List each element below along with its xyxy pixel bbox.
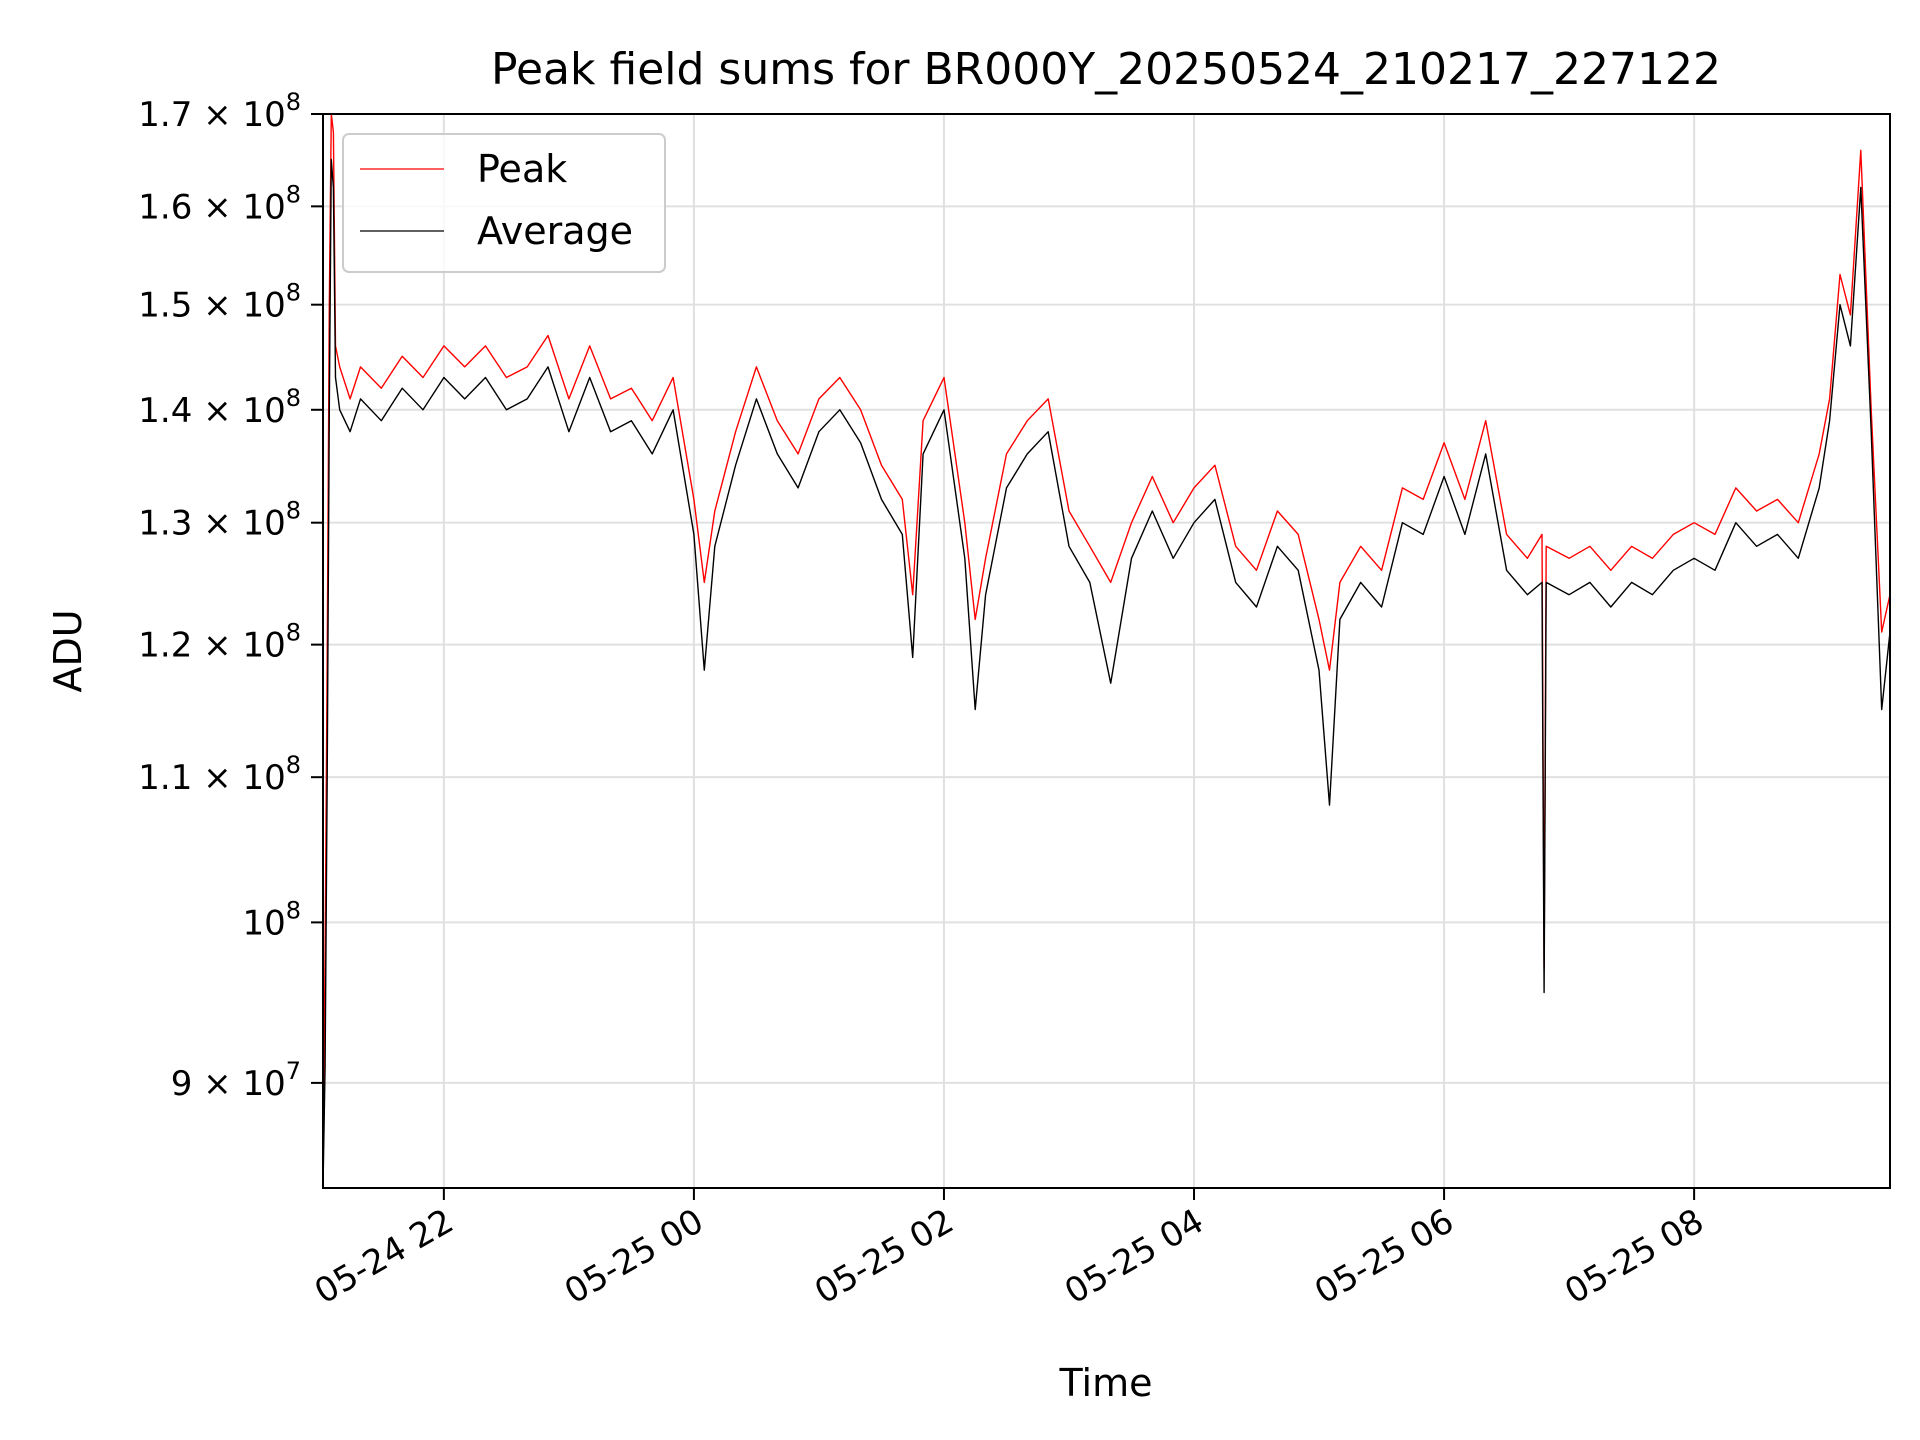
y-tick-label: 1.7 × 108 (138, 88, 301, 135)
y-tick-label: 1.3 × 108 (138, 497, 301, 544)
series-line-peak (322, 113, 1891, 1171)
y-tick-label: 1.1 × 108 (138, 751, 301, 798)
plot-lines (322, 113, 1891, 1189)
y-tick-label: 9 × 107 (171, 1057, 301, 1104)
x-axis-label: Time (1059, 1361, 1153, 1405)
y-tick-label: 1.6 × 108 (138, 180, 301, 227)
y-axis-label: ADU (46, 609, 90, 692)
legend-average-label: Average (477, 209, 633, 253)
y-axis: 9 × 107 108 1.1 × 108 1.2 × 108 1.3 × 108 1.4… (138, 88, 323, 1104)
y-tick-label: 108 (242, 896, 301, 943)
y-tick-label: 1.2 × 108 (138, 619, 301, 666)
series-line-average (322, 158, 1891, 1189)
legend: Peak Average (342, 133, 666, 273)
y-tick-label: 1.4 × 108 (138, 384, 301, 431)
plot-frame (322, 113, 1891, 1189)
gridlines (323, 113, 1890, 1188)
legend-peak-label: Peak (477, 147, 567, 191)
chart-title: Peak field sums for BR000Y_20250524_2102… (491, 44, 1721, 95)
y-tick-label: 1.5 × 108 (138, 279, 301, 326)
